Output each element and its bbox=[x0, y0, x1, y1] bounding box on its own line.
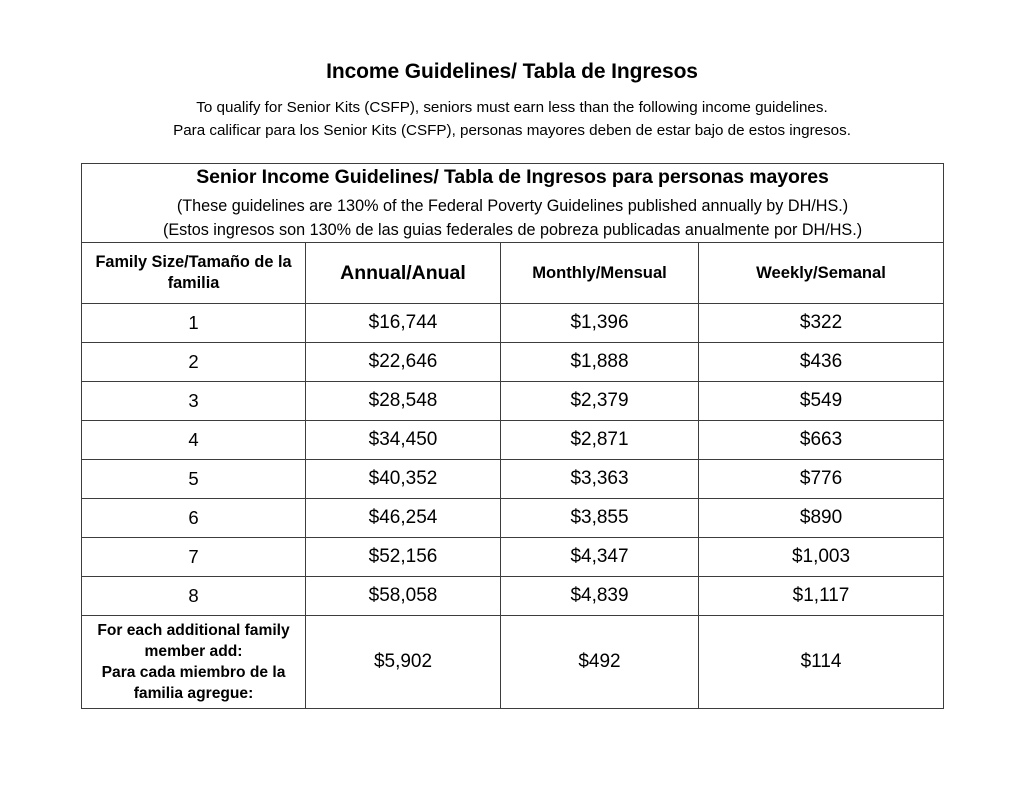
cell-family-size: 4 bbox=[81, 420, 306, 460]
cell-family-size: 8 bbox=[81, 576, 306, 616]
cell-monthly: $3,363 bbox=[500, 459, 699, 499]
cell-weekly: $1,117 bbox=[697, 576, 945, 616]
cell-weekly: $1,003 bbox=[697, 537, 945, 577]
cell-monthly: $2,871 bbox=[500, 420, 699, 460]
table-intro-row: Senior Income Guidelines/ Tabla de Ingre… bbox=[80, 163, 945, 243]
cell-monthly: $4,347 bbox=[500, 537, 699, 577]
column-header-family-size: Family Size/Tamaño de la familia bbox=[81, 242, 306, 304]
cell-additional-member-label: For each additional family member add: P… bbox=[81, 615, 306, 709]
table-intro-heading: Senior Income Guidelines/ Tabla de Ingre… bbox=[196, 166, 829, 188]
table-row: 4 $34,450 $2,871 $663 bbox=[81, 420, 945, 460]
cell-annual: $46,254 bbox=[305, 498, 501, 538]
table-header-row: Family Size/Tamaño de la familia Annual/… bbox=[81, 242, 945, 304]
column-header-annual-label: Annual/Anual bbox=[340, 262, 466, 284]
cell-annual: $34,450 bbox=[305, 420, 501, 460]
cell-family-size: 6 bbox=[81, 498, 306, 538]
cell-family-size: 1 bbox=[81, 303, 306, 343]
cell-family-size: 5 bbox=[81, 459, 306, 499]
cell-weekly: $776 bbox=[697, 459, 945, 499]
cell-additional-annual: $5,902 bbox=[305, 615, 501, 709]
cell-monthly: $2,379 bbox=[500, 381, 699, 421]
income-guidelines-table-wrapper: Senior Income Guidelines/ Tabla de Ingre… bbox=[80, 163, 945, 709]
cell-additional-weekly: $114 bbox=[697, 615, 945, 709]
column-header-weekly-label: Weekly/Semanal bbox=[756, 263, 886, 282]
cell-annual: $16,744 bbox=[305, 303, 501, 343]
table-row: 6 $46,254 $3,855 $890 bbox=[81, 498, 945, 538]
cell-family-size: 3 bbox=[81, 381, 306, 421]
cell-annual: $28,548 bbox=[305, 381, 501, 421]
table-intro-note: (These guidelines are 130% of the Federa… bbox=[82, 194, 943, 242]
cell-monthly: $4,839 bbox=[500, 576, 699, 616]
subtitle-block: To qualify for Senior Kits (CSFP), senio… bbox=[0, 96, 1024, 142]
cell-weekly: $436 bbox=[697, 342, 945, 382]
additional-member-label-line4: familia agregue: bbox=[133, 685, 254, 702]
cell-weekly: $890 bbox=[697, 498, 945, 538]
column-header-family-size-line2: la familia bbox=[167, 253, 292, 292]
column-header-annual: Annual/Anual bbox=[305, 242, 501, 304]
cell-annual: $58,058 bbox=[305, 576, 501, 616]
subtitle-english: To qualify for Senior Kits (CSFP), senio… bbox=[196, 99, 828, 116]
cell-annual: $22,646 bbox=[305, 342, 501, 382]
column-header-monthly: Monthly/Mensual bbox=[500, 242, 699, 304]
cell-monthly: $1,888 bbox=[500, 342, 699, 382]
cell-family-size: 7 bbox=[81, 537, 306, 577]
cell-additional-monthly: $492 bbox=[500, 615, 699, 709]
cell-weekly: $322 bbox=[697, 303, 945, 343]
cell-family-size: 2 bbox=[81, 342, 306, 382]
table-row: 2 $22,646 $1,888 $436 bbox=[81, 342, 945, 382]
table-intro-cell: Senior Income Guidelines/ Tabla de Ingre… bbox=[80, 163, 945, 243]
cell-monthly: $1,396 bbox=[500, 303, 699, 343]
cell-weekly: $663 bbox=[697, 420, 945, 460]
column-header-weekly: Weekly/Semanal bbox=[697, 242, 945, 304]
cell-weekly: $549 bbox=[697, 381, 945, 421]
table-row-additional-member: For each additional family member add: P… bbox=[81, 615, 945, 709]
table-row: 5 $40,352 $3,363 $776 bbox=[81, 459, 945, 499]
income-guidelines-table: Senior Income Guidelines/ Tabla de Ingre… bbox=[80, 163, 945, 709]
subtitle-spanish: Para calificar para los Senior Kits (CSF… bbox=[173, 122, 851, 139]
table-row: 3 $28,548 $2,379 $549 bbox=[81, 381, 945, 421]
additional-member-label-line3: Para cada miembro de la bbox=[101, 664, 286, 681]
cell-monthly: $3,855 bbox=[500, 498, 699, 538]
page-title: Income Guidelines/ Tabla de Ingresos bbox=[326, 60, 698, 83]
cell-annual: $40,352 bbox=[305, 459, 501, 499]
table-intro-note-english: (These guidelines are 130% of the Federa… bbox=[176, 197, 849, 215]
additional-member-label-line1: For each additional family bbox=[97, 622, 290, 639]
table-row: 8 $58,058 $4,839 $1,117 bbox=[81, 576, 945, 616]
table-intro-note-spanish: (Estos ingresos son 130% de las guias fe… bbox=[162, 221, 863, 239]
cell-annual: $52,156 bbox=[305, 537, 501, 577]
column-header-monthly-label: Monthly/Mensual bbox=[532, 263, 667, 282]
table-row: 7 $52,156 $4,347 $1,003 bbox=[81, 537, 945, 577]
column-header-family-size-line1: Family Size/Tamaño de bbox=[95, 253, 274, 271]
additional-member-label-line2: member add: bbox=[144, 643, 243, 660]
table-row: 1 $16,744 $1,396 $322 bbox=[81, 303, 945, 343]
